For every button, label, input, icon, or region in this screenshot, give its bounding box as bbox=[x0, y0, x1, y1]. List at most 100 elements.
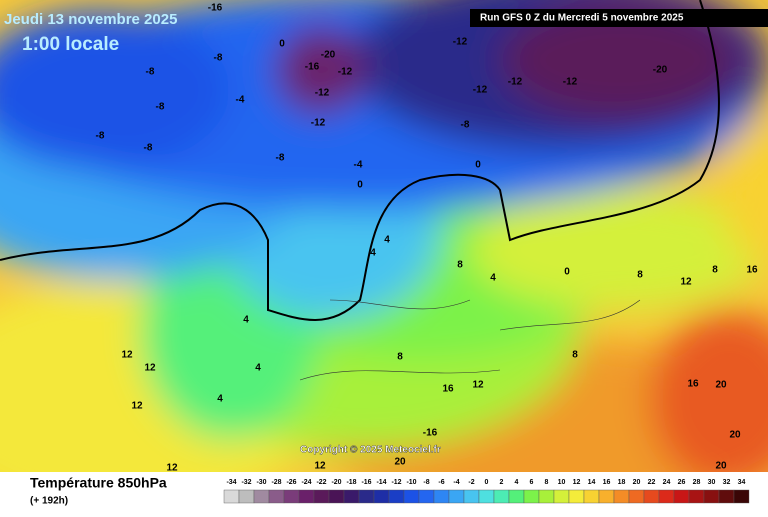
colorbar-swatch bbox=[343, 489, 360, 504]
contour-label: -20 bbox=[653, 65, 668, 76]
colorbar-swatch bbox=[733, 489, 750, 504]
colorbar-tick-label: -2 bbox=[468, 479, 474, 486]
colorbar-tick-label: 6 bbox=[530, 479, 534, 486]
colorbar-tick-label: -22 bbox=[316, 479, 326, 486]
colorbar-swatch bbox=[388, 489, 405, 504]
colorbar-swatch bbox=[298, 489, 315, 504]
colorbar-tick-label: 26 bbox=[678, 479, 686, 486]
contour-label: 16 bbox=[746, 265, 758, 276]
contour-label: 8 bbox=[572, 350, 578, 361]
colorbar-tick-label: -14 bbox=[376, 479, 386, 486]
colorbar-tick-label: -20 bbox=[331, 479, 341, 486]
colorbar-tick-label: 10 bbox=[558, 479, 566, 486]
coastlines bbox=[299, 299, 641, 381]
contour-label: -8 bbox=[96, 131, 105, 142]
contour-label: -8 bbox=[214, 53, 223, 64]
colorbar-swatch bbox=[448, 489, 465, 504]
colorbar-swatch bbox=[703, 489, 720, 504]
contour-label: -20 bbox=[321, 50, 336, 61]
colorbar-tick-label: 14 bbox=[588, 479, 596, 486]
colorbar-swatch bbox=[628, 489, 645, 504]
colorbar-tick-label: -30 bbox=[256, 479, 266, 486]
contour-label: -8 bbox=[276, 153, 285, 164]
contour-label: 0 bbox=[279, 39, 285, 50]
colorbar-swatch bbox=[373, 489, 390, 504]
contour-label: -12 bbox=[473, 85, 488, 96]
colorbar-swatch bbox=[223, 489, 240, 504]
colorbar-tick-label: 18 bbox=[618, 479, 626, 486]
contour-label: -12 bbox=[563, 77, 578, 88]
contour-label: 8 bbox=[637, 270, 643, 281]
colorbar-tick-label: 20 bbox=[633, 479, 641, 486]
contour-label: 0 bbox=[475, 160, 481, 171]
colorbar-swatch bbox=[583, 489, 600, 504]
contour-label: 4 bbox=[490, 273, 496, 284]
colorbar-swatch bbox=[658, 489, 675, 504]
contour-label: -8 bbox=[144, 143, 153, 154]
contour-labels: -16-12-20-12-12 -12-20-16 -12-12-8-8-8-8-8… bbox=[96, 3, 758, 474]
contour-label: 12 bbox=[121, 350, 133, 361]
contour-label: -12 bbox=[311, 118, 326, 129]
contour-label: 16 bbox=[442, 384, 454, 395]
contour-label: 8 bbox=[397, 352, 403, 363]
contour-label: 12 bbox=[166, 463, 178, 474]
contour-label: 12 bbox=[144, 363, 156, 374]
contour-label: 4 bbox=[217, 394, 223, 405]
colorbar-tick-label: -34 bbox=[226, 479, 236, 486]
colorbar-swatch bbox=[508, 489, 525, 504]
contour-label: -12 bbox=[338, 67, 353, 78]
colorbar-swatch bbox=[253, 489, 270, 504]
colorbar-tick-label: -6 bbox=[438, 479, 444, 486]
contour-label: 12 bbox=[680, 277, 692, 288]
colorbar-swatch bbox=[313, 489, 330, 504]
contour-label: 20 bbox=[729, 430, 741, 441]
colorbar-swatch bbox=[643, 489, 660, 504]
colorbar-tick-label: 30 bbox=[708, 479, 716, 486]
colorbar-swatch bbox=[523, 489, 540, 504]
colorbar-tick-label: 34 bbox=[738, 479, 746, 486]
contour-label: 4 bbox=[243, 315, 249, 326]
contour-label: 8 bbox=[457, 260, 463, 271]
contour-label: -12 bbox=[315, 88, 330, 99]
footer-title: Température 850hPa bbox=[30, 475, 167, 491]
colorbar-swatch bbox=[538, 489, 555, 504]
contour-label: -16 bbox=[305, 62, 320, 73]
colorbar: -34 -32 -30 -28 -26 -24 -22 -20 -18 -16 -14 -12 -10-… bbox=[223, 479, 750, 504]
colorbar-tick-label: 22 bbox=[648, 479, 656, 486]
colorbar-swatch bbox=[718, 489, 735, 504]
contour-label: 20 bbox=[394, 457, 406, 468]
colorbar-tick-label: 28 bbox=[693, 479, 701, 486]
colorbar-tick-label: 0 bbox=[485, 479, 489, 486]
colorbar-swatch bbox=[268, 489, 285, 504]
colorbar-tick-label: -10 bbox=[406, 479, 416, 486]
colorbar-tick-label: 32 bbox=[723, 479, 731, 486]
colorbar-tick-label: 2 bbox=[500, 479, 504, 486]
colorbar-swatch bbox=[613, 489, 630, 504]
colorbar-tick-label: -18 bbox=[346, 479, 356, 486]
contour-label: -8 bbox=[156, 102, 165, 113]
contour-label: 12 bbox=[314, 461, 326, 472]
contour-label: -8 bbox=[146, 67, 155, 78]
contour-label: 16 bbox=[687, 379, 699, 390]
colorbar-tick-label: 24 bbox=[663, 479, 671, 486]
colorbar-tick-label: -28 bbox=[271, 479, 281, 486]
colorbar-swatch bbox=[433, 489, 450, 504]
colorbar-swatch bbox=[283, 489, 300, 504]
colorbar-tick-label: -32 bbox=[241, 479, 251, 486]
colorbar-tick-label: 8 bbox=[545, 479, 549, 486]
colorbar-swatch bbox=[358, 489, 375, 504]
contour-label: 4 bbox=[384, 235, 390, 246]
copyright: Copyright © 2025 Meteociel.fr bbox=[300, 445, 441, 456]
zero-isotherm bbox=[0, 0, 720, 321]
contour-label: 12 bbox=[131, 401, 143, 412]
colorbar-swatch bbox=[673, 489, 690, 504]
contour-label: -12 bbox=[508, 77, 523, 88]
contour-label: -16 bbox=[423, 428, 438, 439]
colorbar-swatch bbox=[238, 489, 255, 504]
contour-label: 20 bbox=[715, 461, 727, 472]
contour-label: 20 bbox=[715, 380, 727, 391]
colorbar-swatch bbox=[553, 489, 570, 504]
contour-label: 4 bbox=[370, 248, 376, 259]
